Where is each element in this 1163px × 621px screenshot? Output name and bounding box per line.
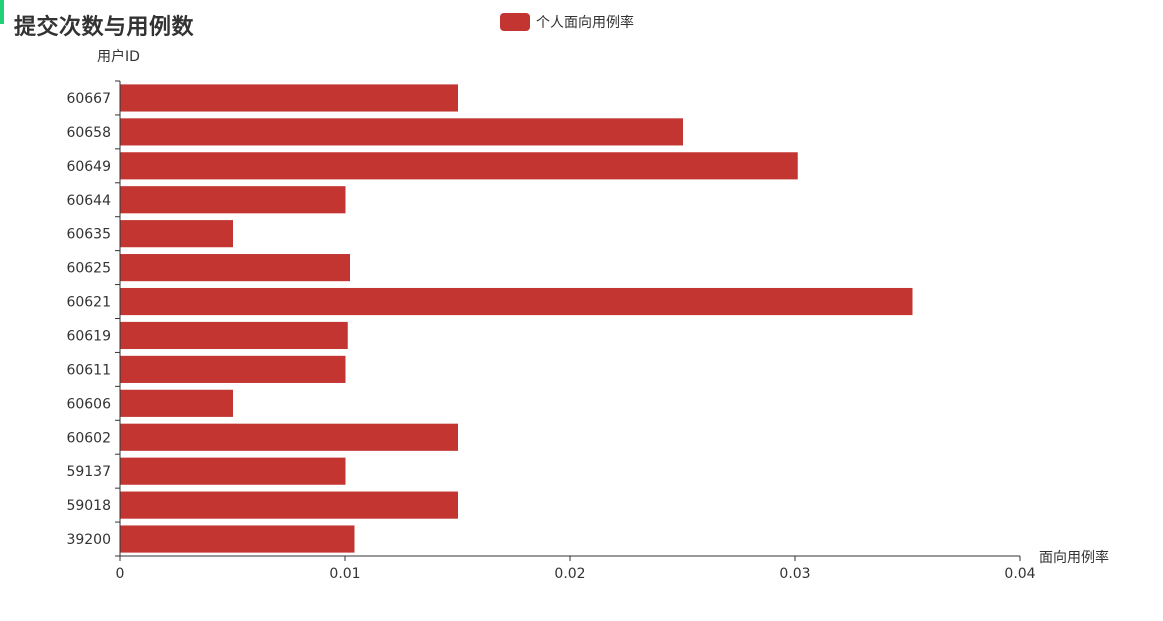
bar-60635[interactable] [120,220,234,248]
bar-60667[interactable] [120,84,459,112]
bar-60621[interactable] [120,287,913,316]
x-tick-label: 0 [116,566,125,582]
x-axis-name: 面向用例率 [1039,550,1109,566]
y-tick-label: 60625 [66,261,111,277]
y-tick-label: 60619 [66,328,111,344]
bar-60602[interactable] [120,423,459,451]
y-tick-label: 60611 [66,362,111,378]
legend-label: 个人面向用例率 [536,15,634,31]
y-tick-label: 60644 [66,193,111,209]
y-axis-name: 用户ID [97,49,140,65]
bar-60649[interactable] [120,152,798,180]
x-tick-label: 0.03 [779,566,810,582]
legend[interactable]: 个人面向用例率 [500,12,634,32]
y-tick-label: 59018 [66,498,111,514]
y-tick-label: 60606 [66,396,111,412]
y-tick-label: 60621 [66,295,111,311]
y-tick-label: 39200 [66,532,111,548]
x-tick-label: 0.04 [1004,566,1035,582]
chart-title: 提交次数与用例数 [14,15,195,40]
bar-60625[interactable] [120,254,351,282]
bar-59137[interactable] [120,457,346,485]
title-accent-bar [0,0,4,24]
y-tick-label: 60667 [66,91,111,107]
y-tick-label: 60602 [66,430,111,446]
y-tick-label: 60649 [66,159,111,175]
legend-swatch [500,13,530,31]
x-tick-label: 0.02 [554,566,585,582]
bar-60611[interactable] [120,355,346,383]
bar-39200[interactable] [120,525,355,553]
bar-59018[interactable] [120,491,459,519]
bar-60619[interactable] [120,321,348,350]
y-tick-label: 60635 [66,227,111,243]
bar-60606[interactable] [120,389,234,417]
y-tick-label: 59137 [66,464,111,480]
bar-60658[interactable] [120,118,684,146]
y-tick-label: 60658 [66,125,111,141]
x-tick-label: 0.01 [329,566,360,582]
bar-60644[interactable] [120,186,346,214]
